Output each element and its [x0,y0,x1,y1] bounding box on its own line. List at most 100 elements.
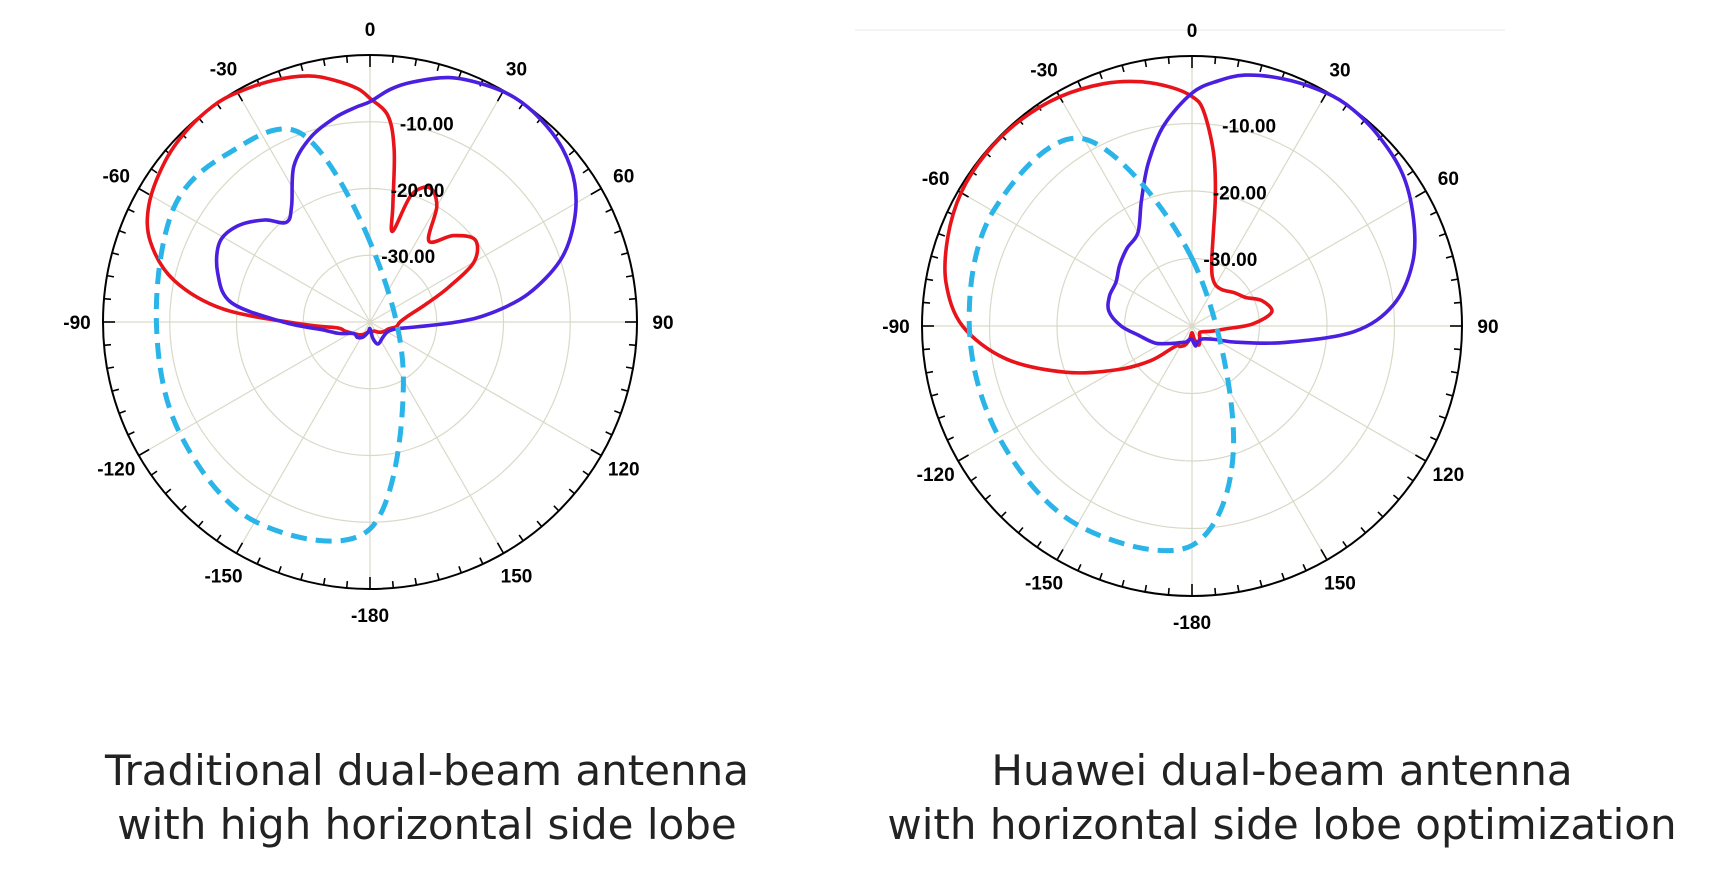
angular-tick [620,252,629,256]
angular-tick [216,534,222,542]
angle-label: 90 [1477,317,1498,338]
angular-tick [938,415,946,420]
angular-tick [590,187,602,196]
angular-tick [1445,255,1454,259]
caption-line-1: Traditional dual-beam antenna [104,746,749,795]
series-red-beam [943,79,1274,375]
angular-tick [605,208,613,213]
angle-label: 90 [652,313,673,334]
angular-tick [300,63,304,72]
angle-label: 60 [1438,169,1459,190]
angular-tick [582,470,590,476]
radial-label: -30.00 [1203,250,1257,271]
angular-tick [957,454,969,462]
angle-label: -120 [917,465,955,486]
angle-label: -90 [63,313,90,334]
polar-grid [922,56,1462,596]
radial-label: -30.00 [381,247,435,268]
angular-tick [118,229,126,234]
angular-tick [1342,540,1348,548]
angle-label: -180 [1173,613,1211,634]
angle-label: 150 [501,567,533,588]
angular-tick [256,557,261,565]
angular-tick [628,343,637,347]
angular-tick [322,58,326,67]
angular-tick [235,542,244,554]
angular-tick [568,149,576,156]
grid-spoke [138,321,371,457]
polar-chart-traditional: 0 30 60 90 120 150 -180 -150 -120 -90 -60 -30 -10.00… [0,0,854,879]
caption-line-1: Huawei dual-beam antenna [991,746,1573,795]
angular-tick [590,448,602,457]
angular-tick [922,348,931,351]
polar-plot-huawei: 0 30 60 90 120 150 -180 -150 -120 -90 -60 -30 -10.00… [855,21,1505,634]
angle-label: 120 [608,460,640,481]
series-blue-beam [1106,73,1417,348]
angular-tick [1121,64,1125,73]
angular-tick [620,388,629,392]
angular-tick [1453,348,1462,351]
angular-tick [946,436,954,441]
angular-tick [1302,564,1307,572]
angular-tick [1450,278,1459,282]
angular-tick [103,343,112,347]
angular-tick [138,448,150,457]
angular-tick [1453,301,1462,304]
angular-tick [1406,170,1414,176]
angular-tick [1360,526,1367,534]
angular-tick [180,505,187,512]
caption-line-2: with horizontal side lobe optimization [887,800,1677,849]
angular-tick [436,63,440,72]
caption-line-2: with high horizontal side lobe [117,800,737,849]
angular-tick [1214,587,1217,596]
polar-chart-huawei: 0 30 60 90 120 150 -180 -150 -120 -90 -60 -30 -10.00… [855,0,1709,879]
angular-tick [496,542,505,554]
angular-tick [1320,549,1328,561]
angular-tick [391,580,395,589]
angular-tick [1236,584,1240,593]
series-blue-beam [214,75,578,346]
angle-label: -30 [1030,61,1057,82]
angular-tick [458,566,463,574]
angular-tick [925,278,934,282]
angular-tick [1259,64,1263,73]
angle-label: 60 [613,167,634,188]
angular-tick [925,370,934,374]
angular-tick [118,410,126,415]
angular-tick [1017,526,1024,534]
angle-label: 0 [1187,21,1198,42]
angular-tick [106,274,115,278]
angular-tick [553,505,560,512]
angular-tick [1144,584,1148,593]
angular-tick [479,557,484,565]
angular-tick [300,572,304,581]
angular-tick [277,70,282,78]
grid-spoke [957,190,1193,327]
radial-label: -10.00 [400,115,454,136]
angle-label: -120 [97,460,135,481]
angular-tick [127,431,135,436]
angular-tick [1036,540,1042,548]
angular-tick [1214,56,1217,65]
grid-spoke [957,325,1193,462]
angular-tick [1445,393,1454,397]
angular-tick [1056,549,1064,561]
angular-tick [436,572,440,581]
angular-tick [1415,190,1427,198]
angular-tick [164,488,172,495]
angular-tick [138,187,150,196]
angular-tick [150,470,158,476]
angular-tick [568,488,576,495]
angular-tick [1430,436,1438,441]
angular-tick [414,58,418,67]
angular-tick [345,55,349,64]
grid-spoke [369,187,602,323]
radial-label: -10.00 [1222,116,1276,137]
angular-tick [1144,59,1148,68]
angular-tick [1406,476,1414,482]
series-reference-dashed [966,135,1237,554]
angular-tick [1438,232,1446,237]
angular-tick [930,255,939,259]
angle-label: 30 [506,59,527,80]
angle-label: -60 [922,169,949,190]
